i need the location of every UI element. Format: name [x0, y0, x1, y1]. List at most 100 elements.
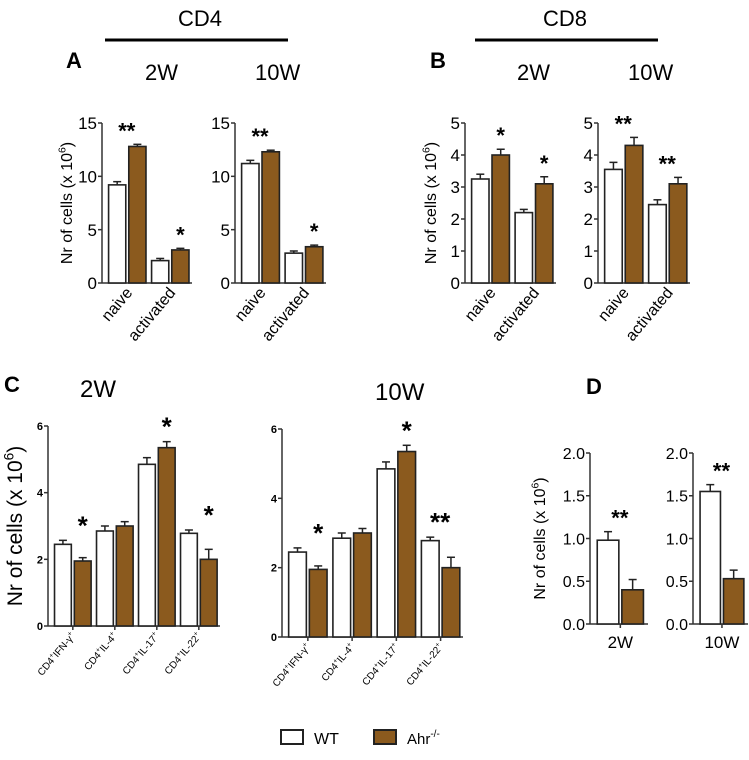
bar-ahr-ko — [534, 183, 554, 284]
chart-c-10w: 0 2 4 6 10W * CD4+IFN-γ+CD4+IL-4+ * CD4+IL-17+ **… — [270, 379, 463, 689]
header-cd4: CD4 — [178, 6, 222, 31]
bar-wt — [95, 530, 115, 627]
y-tick-label: 2 — [271, 563, 277, 575]
bar-wt — [150, 259, 170, 284]
x-tick-label: 10W — [704, 633, 739, 652]
x-tick-label: CD4+IL-22+ — [162, 630, 204, 677]
y-tick-label: 4 — [451, 146, 460, 165]
significance-label: * — [402, 415, 413, 445]
significance-label: * — [204, 500, 215, 530]
y-axis-label: Nr of cells (x 106) — [422, 142, 440, 264]
y-tick-label: 0.0 — [666, 617, 688, 634]
x-tick-label: CD4+IL-4+ — [319, 641, 357, 684]
y-tick-label: 0.5 — [563, 574, 585, 591]
significance-label: * — [540, 151, 549, 176]
bar-wt — [137, 463, 157, 627]
y-tick-label: 15 — [78, 114, 97, 133]
panel-letter-a: A — [66, 48, 82, 73]
y-tick-label: 0.0 — [563, 617, 585, 634]
chart-d-2w: 0.0 0.5 1.0 1.5 2.0 Nr of cells (x 106) ** 2W — [531, 446, 648, 652]
bar-wt — [420, 539, 440, 638]
bar-wt — [179, 532, 199, 627]
bar-ahr-ko — [397, 450, 417, 638]
significance-label: ** — [118, 118, 136, 143]
panel-letter-b: B — [430, 48, 446, 73]
x-tick-label: CD4+IL-22+ — [404, 641, 446, 688]
bar-ahr-ko — [352, 532, 373, 638]
bar-wt — [284, 252, 304, 284]
chart-title: 10W — [375, 379, 425, 406]
y-tick-label: 1.5 — [563, 489, 585, 506]
chart-title: 10W — [255, 60, 300, 85]
y-tick-label: 1 — [584, 242, 593, 261]
significance-label: * — [162, 412, 173, 442]
bar-wt — [53, 543, 73, 627]
significance-label: ** — [615, 111, 633, 136]
x-tick-label: CD4+IFN-γ+ — [270, 641, 313, 689]
chart-d-10w: 0.0 0.5 1.0 1.5 2.0 ** 10W — [666, 446, 748, 652]
x-tick-label: CD4+IFN-γ+ — [35, 630, 78, 678]
bar-wt — [287, 551, 308, 638]
y-tick-label: 4 — [584, 146, 593, 165]
bar-wt — [514, 211, 534, 284]
significance-label: * — [310, 219, 319, 244]
bar-ahr-ko — [304, 245, 324, 284]
y-tick-label: 0 — [451, 274, 460, 293]
x-tick-label: CD4+IL-4+ — [82, 630, 120, 673]
y-tick-label: 5 — [221, 221, 230, 240]
bar-ahr-ko — [127, 145, 147, 284]
x-tick-label: 2W — [608, 633, 634, 652]
significance-label: * — [176, 222, 185, 247]
y-tick-label: 0 — [271, 632, 277, 644]
y-tick-label: 3 — [584, 178, 593, 197]
y-axis-label: Nr of cells (x 106) — [58, 142, 76, 264]
bar-wt — [240, 162, 260, 284]
significance-label: * — [496, 123, 505, 148]
x-tick-label: naive — [595, 285, 633, 325]
x-tick-label: naive — [99, 285, 137, 325]
y-tick-label: 2 — [451, 210, 460, 229]
header-cd8: CD8 — [543, 6, 587, 31]
y-tick-label: 5 — [584, 114, 593, 133]
bar-ahr-ko — [115, 525, 134, 627]
bar-ahr-ko — [441, 566, 461, 638]
y-tick-label: 15 — [211, 114, 230, 133]
bar-ahr-ko — [199, 558, 218, 627]
significance-label: ** — [430, 507, 451, 537]
bar-ahr-ko — [73, 560, 92, 627]
y-tick-label: 10 — [211, 167, 230, 186]
legend-swatch-wt — [280, 729, 304, 745]
y-tick-label: 4 — [271, 493, 278, 505]
significance-label: * — [313, 518, 324, 548]
y-tick-label: 2 — [584, 210, 593, 229]
bar-ahr-ko — [157, 446, 176, 627]
bar-wt — [603, 168, 624, 284]
bar-wt — [332, 537, 352, 638]
y-tick-label: 4 — [37, 488, 44, 500]
bar-ahr-ko — [624, 144, 644, 284]
y-axis-label: Nr of cells (x 106) — [2, 446, 27, 606]
bar-ahr-ko — [170, 249, 190, 284]
y-tick-label: 6 — [271, 424, 277, 436]
y-tick-label: 6 — [37, 421, 43, 433]
significance-label: ** — [251, 124, 269, 149]
bar-ahr-ko — [491, 154, 511, 284]
chart-title: 2W — [145, 60, 178, 85]
bar-ahr-ko — [668, 183, 688, 284]
bar-wt — [107, 184, 127, 284]
chart-b-10w: 0 1 2 3 4 5 10W ** naive ** activated — [584, 60, 690, 345]
y-tick-label: 5 — [88, 221, 97, 240]
significance-label: ** — [713, 459, 731, 484]
panel-letter-d: D — [586, 374, 602, 399]
y-tick-label: 2 — [37, 554, 43, 566]
chart-title: 2W — [517, 60, 550, 85]
x-tick-label: CD4+IL-17+ — [360, 641, 402, 688]
significance-label: ** — [611, 506, 629, 531]
panel-letter-c: C — [4, 372, 20, 397]
bar-wt — [596, 539, 620, 625]
